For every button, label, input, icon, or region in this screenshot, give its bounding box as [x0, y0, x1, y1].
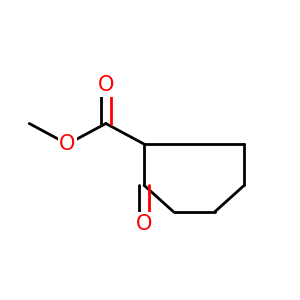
Text: O: O: [98, 75, 114, 95]
Text: O: O: [136, 214, 152, 234]
Text: O: O: [59, 134, 76, 154]
